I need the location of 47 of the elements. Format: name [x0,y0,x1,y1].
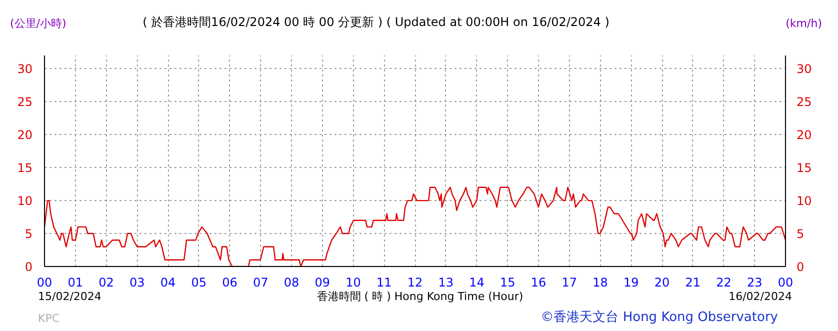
y2-tick-label: 10 [796,194,812,208]
x-tick-label: 12 [407,276,423,290]
y2-axis-title: (km/h) [784,16,822,32]
y-tick-label: 30 [17,62,33,76]
x-tick-label: 06 [222,276,238,290]
y2-tick-label: 30 [796,62,812,76]
x-tick-label: 16 [530,276,546,290]
text: KPC [38,311,60,327]
chart-title: ( 於香港時間16/02/2024 00 時 00 分更新 ) ( Updated at 00:00H on 16/02/2024 ) [142,14,610,31]
x-tick-label: 13 [438,276,454,290]
text: 15/02/2024 [38,289,102,305]
y-tick-label: 20 [17,128,33,142]
x-tick-label: 09 [314,276,330,290]
x-tick-label: 01 [68,276,84,290]
y-tick-label: 15 [17,161,33,176]
x-tick-label: 02 [98,276,114,290]
x-tick-label: 10 [346,276,361,290]
x-tick-label: 19 [623,276,639,290]
x-tick-label: 20 [654,276,670,290]
y-tick-label: 5 [24,227,33,242]
x-tick-label: 15 [500,276,516,290]
x-tick-label: 22 [716,276,732,290]
text: ©香港天文台 Hong Kong Observatory [540,309,778,327]
y-tick-label: 0 [24,260,33,274]
y2-tick-label: 5 [796,227,804,242]
x-tick-label: 05 [191,276,207,290]
x-tick-label: 03 [129,276,145,290]
x-tick-label: 23 [746,276,762,290]
x-tick-label: 21 [685,276,701,290]
y2-tick-label: 15 [796,161,812,176]
y2-tick-label: 25 [796,95,812,110]
y-tick-label: 10 [17,194,33,208]
y2-tick-label: 0 [796,260,804,274]
y-tick-label: 25 [17,95,33,110]
y2-tick-label: 20 [796,128,812,142]
x-tick-label: 04 [160,276,176,290]
text: 16/02/2024 [728,290,792,303]
x-tick-label: 17 [562,276,578,290]
x-tick-label: 00 [36,276,52,290]
x-tick-label: 18 [592,276,608,290]
y-axis-title: (公里/小時) [10,16,66,32]
x-axis-title: 香港時間 ( 時 ) Hong Kong Time (Hour) [316,289,524,305]
x-tick-label: 08 [284,276,300,290]
x-tick-label: 11 [376,276,392,290]
x-tick-label: 14 [469,276,484,290]
x-tick-label: 00 [778,276,794,290]
x-tick-label: 07 [252,276,268,290]
